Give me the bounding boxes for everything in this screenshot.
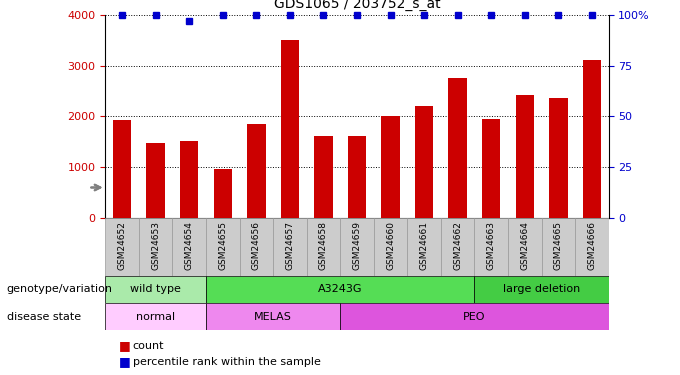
Text: GSM24661: GSM24661 <box>420 221 428 270</box>
Text: GSM24663: GSM24663 <box>487 221 496 270</box>
Text: PEO: PEO <box>463 312 486 321</box>
Text: count: count <box>133 341 164 351</box>
Text: normal: normal <box>136 312 175 321</box>
Bar <box>239 218 273 276</box>
Bar <box>575 218 609 276</box>
Bar <box>105 303 206 330</box>
Bar <box>475 276 609 303</box>
Text: GSM24662: GSM24662 <box>453 221 462 270</box>
Bar <box>407 218 441 276</box>
Bar <box>340 303 609 330</box>
Text: GSM24659: GSM24659 <box>352 221 362 270</box>
Text: ■: ■ <box>119 339 131 352</box>
Text: GSM24655: GSM24655 <box>218 221 227 270</box>
Bar <box>146 143 165 218</box>
Bar <box>180 141 199 218</box>
Bar <box>273 218 307 276</box>
Bar <box>441 218 475 276</box>
Text: GSM24660: GSM24660 <box>386 221 395 270</box>
Bar <box>105 218 139 276</box>
Text: genotype/variation: genotype/variation <box>7 285 113 294</box>
Bar <box>381 116 400 218</box>
Bar <box>247 123 266 218</box>
Text: ■: ■ <box>119 356 131 368</box>
Text: disease state: disease state <box>7 312 81 321</box>
Text: GSM24656: GSM24656 <box>252 221 261 270</box>
Text: GSM24664: GSM24664 <box>520 221 529 270</box>
Bar <box>508 218 541 276</box>
Bar <box>206 303 340 330</box>
Bar <box>475 218 508 276</box>
Text: GSM24666: GSM24666 <box>588 221 596 270</box>
Title: GDS1065 / 203752_s_at: GDS1065 / 203752_s_at <box>273 0 441 11</box>
Bar <box>482 119 500 218</box>
Text: GSM24658: GSM24658 <box>319 221 328 270</box>
Text: A3243G: A3243G <box>318 285 362 294</box>
Text: large deletion: large deletion <box>503 285 580 294</box>
Text: GSM24657: GSM24657 <box>286 221 294 270</box>
Bar <box>448 78 467 218</box>
Text: GSM24665: GSM24665 <box>554 221 563 270</box>
Bar <box>281 40 299 218</box>
Bar <box>541 218 575 276</box>
Bar <box>173 218 206 276</box>
Bar <box>340 218 374 276</box>
Bar <box>307 218 340 276</box>
Bar <box>314 136 333 218</box>
Bar <box>583 60 601 218</box>
Bar <box>374 218 407 276</box>
Text: GSM24652: GSM24652 <box>118 221 126 270</box>
Bar <box>549 98 568 218</box>
Bar <box>206 276 475 303</box>
Bar <box>206 218 239 276</box>
Bar <box>415 106 433 218</box>
Bar <box>105 276 206 303</box>
Text: MELAS: MELAS <box>254 312 292 321</box>
Bar <box>515 94 534 218</box>
Bar <box>214 169 232 218</box>
Text: GSM24653: GSM24653 <box>151 221 160 270</box>
Bar <box>347 136 367 218</box>
Text: percentile rank within the sample: percentile rank within the sample <box>133 357 320 367</box>
Bar <box>113 120 131 218</box>
Text: wild type: wild type <box>131 285 181 294</box>
Bar <box>139 218 173 276</box>
Text: GSM24654: GSM24654 <box>185 221 194 270</box>
